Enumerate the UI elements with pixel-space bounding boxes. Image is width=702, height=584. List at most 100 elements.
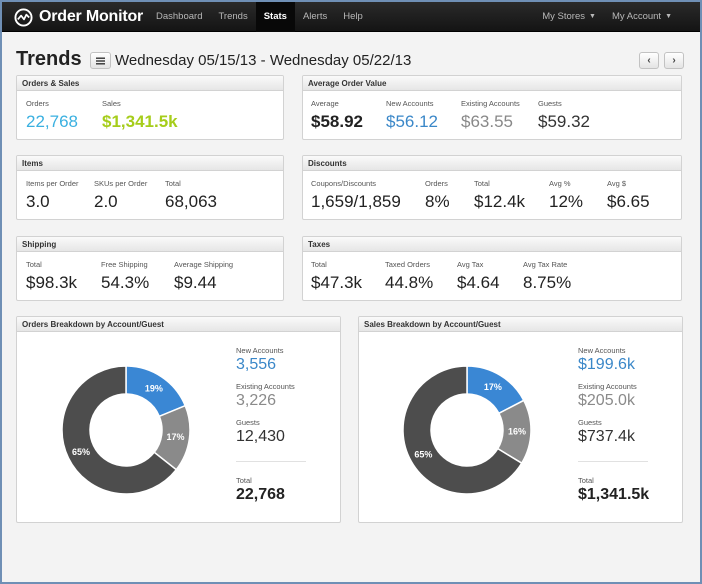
average-shipping-stat: Average Shipping $9.44 [174, 260, 233, 293]
stat-value: $1,341.5k [102, 112, 178, 131]
average-order-value-panel: Average Order Value Average $58.92 New A… [302, 75, 682, 140]
donut-slice-label: 19% [145, 383, 163, 393]
aov-guests-stat: Guests $59.32 [538, 99, 590, 132]
shipping-total-stat: Total $98.3k [26, 260, 77, 293]
date-range-text: Wednesday 05/15/13 - Wednesday 05/22/13 [115, 52, 412, 69]
stat-value: $59.32 [538, 112, 590, 131]
stat-value: 3.0 [26, 192, 50, 211]
legend-label: New Accounts [578, 346, 626, 355]
items-panel: Items Items per Order 3.0 SKUs per Order… [16, 155, 284, 220]
sales-donut-chart: 17% 16% 65% [402, 365, 532, 495]
stat-value: 1,659/1,859 [311, 192, 401, 211]
nav-help[interactable]: Help [343, 11, 363, 22]
donut-slice-label: 16% [508, 427, 526, 437]
avg-tax-rate-stat: Avg Tax Rate 8.75% [523, 260, 571, 293]
stat-label: Average [311, 99, 339, 108]
stat-value: $9.44 [174, 273, 217, 292]
chevron-left-icon: ‹ [647, 55, 651, 66]
tax-total-stat: Total $47.3k [311, 260, 362, 293]
total-value: 22,768 [236, 486, 285, 503]
sales-breakdown-panel: Sales Breakdown by Account/Guest 17% 16% 6… [358, 316, 683, 523]
donut-slice-label: 65% [72, 447, 90, 457]
discount-avg-dollar-stat: Avg $ $6.65 [607, 179, 650, 212]
panel-title: Orders Breakdown by Account/Guest [17, 317, 340, 332]
chevron-right-icon: › [672, 55, 676, 66]
orders-total: Total 22,768 [236, 476, 285, 512]
user-nav: My Stores ▼ My Account ▼ [534, 2, 680, 32]
nav-stats[interactable]: Stats [255, 2, 295, 32]
sales-legend: New Accounts $199.6k Existing Accounts $… [578, 346, 637, 454]
stat-label: Avg Tax Rate [523, 260, 568, 269]
caret-down-icon: ▼ [665, 13, 672, 20]
panel-title: Discounts [303, 156, 681, 171]
legend-value: $205.0k [578, 392, 635, 409]
legend-value: 12,430 [236, 428, 285, 445]
donut-slice-2 [61, 365, 178, 495]
panel-title: Shipping [17, 237, 283, 252]
prev-period-button[interactable]: ‹ [639, 52, 659, 69]
legend-value: 3,226 [236, 392, 277, 409]
discount-orders-stat: Orders 8% [425, 179, 450, 212]
legend-label: Guests [236, 418, 260, 427]
orders-legend: New Accounts 3,556 Existing Accounts 3,2… [236, 346, 295, 454]
legend-label: New Accounts [236, 346, 284, 355]
stat-value: 12% [549, 192, 584, 211]
orders-sales-panel: Orders & Sales Orders 22,768 Sales $1,34… [16, 75, 284, 140]
date-range-picker-button[interactable] [90, 52, 111, 69]
taxed-orders-stat: Taxed Orders 44.8% [385, 260, 433, 293]
panel-title: Average Order Value [303, 76, 681, 91]
my-account-dropdown[interactable]: My Account ▼ [604, 2, 680, 32]
stat-label: Total [165, 179, 181, 188]
stat-value: $56.12 [386, 112, 438, 131]
sales-total: Total $1,341.5k [578, 476, 649, 512]
stat-value: $58.92 [311, 112, 363, 131]
stat-label: Existing Accounts [461, 99, 520, 108]
donut-slice-label: 17% [167, 432, 185, 442]
nav-alerts[interactable]: Alerts [302, 11, 328, 22]
orders-stat: Orders 22,768 [26, 99, 78, 132]
sales-stat: Sales $1,341.5k [102, 99, 178, 132]
stat-label: Guests [538, 99, 562, 108]
orders-breakdown-panel: Orders Breakdown by Account/Guest 19% 17%… [16, 316, 341, 523]
discounts-panel: Discounts Coupons/Discounts 1,659/1,859 … [302, 155, 682, 220]
list-icon [96, 57, 105, 64]
legend-value: $737.4k [578, 428, 635, 445]
items-total-stat: Total 68,063 [165, 179, 217, 212]
panel-title: Items [17, 156, 283, 171]
my-stores-label: My Stores [542, 11, 586, 22]
total-label: Total [236, 476, 252, 485]
app-name: Order Monitor [39, 8, 144, 25]
stat-label: SKUs per Order [94, 179, 148, 188]
stat-value: $47.3k [311, 273, 363, 292]
stat-label: Coupons/Discounts [311, 179, 377, 188]
stat-label: Avg Tax [457, 260, 484, 269]
stat-value: $6.65 [607, 192, 650, 211]
donut-slice-2 [402, 365, 523, 495]
stat-value: 22,768 [26, 112, 78, 131]
line-chart-logo-icon [14, 7, 33, 27]
free-shipping-stat: Free Shipping 54.3% [101, 260, 149, 293]
stat-value: 8% [425, 192, 450, 211]
stat-label: Orders [425, 179, 448, 188]
coupons-discounts-stat: Coupons/Discounts 1,659/1,859 [311, 179, 401, 212]
stat-label: Taxed Orders [385, 260, 431, 269]
legend-divider [236, 461, 306, 462]
brand[interactable]: Order Monitor [14, 7, 143, 27]
next-period-button[interactable]: › [664, 52, 684, 69]
stat-label: Avg % [549, 179, 571, 188]
stat-value: 68,063 [165, 192, 217, 211]
panel-title: Orders & Sales [17, 76, 283, 91]
stat-label: Total [311, 260, 327, 269]
stat-value: $12.4k [474, 192, 526, 211]
my-stores-dropdown[interactable]: My Stores ▼ [534, 2, 604, 32]
items-per-order-stat: Items per Order 3.0 [26, 179, 79, 212]
nav-dashboard[interactable]: Dashboard [156, 11, 203, 22]
discount-total-stat: Total $12.4k [474, 179, 525, 212]
aov-existing-accounts-stat: Existing Accounts $63.55 [461, 99, 520, 132]
nav-trends[interactable]: Trends [218, 11, 248, 22]
stat-value: 2.0 [94, 192, 118, 211]
legend-label: Existing Accounts [578, 382, 637, 391]
aov-new-accounts-stat: New Accounts $56.12 [386, 99, 438, 132]
stat-value: $63.55 [461, 112, 513, 131]
